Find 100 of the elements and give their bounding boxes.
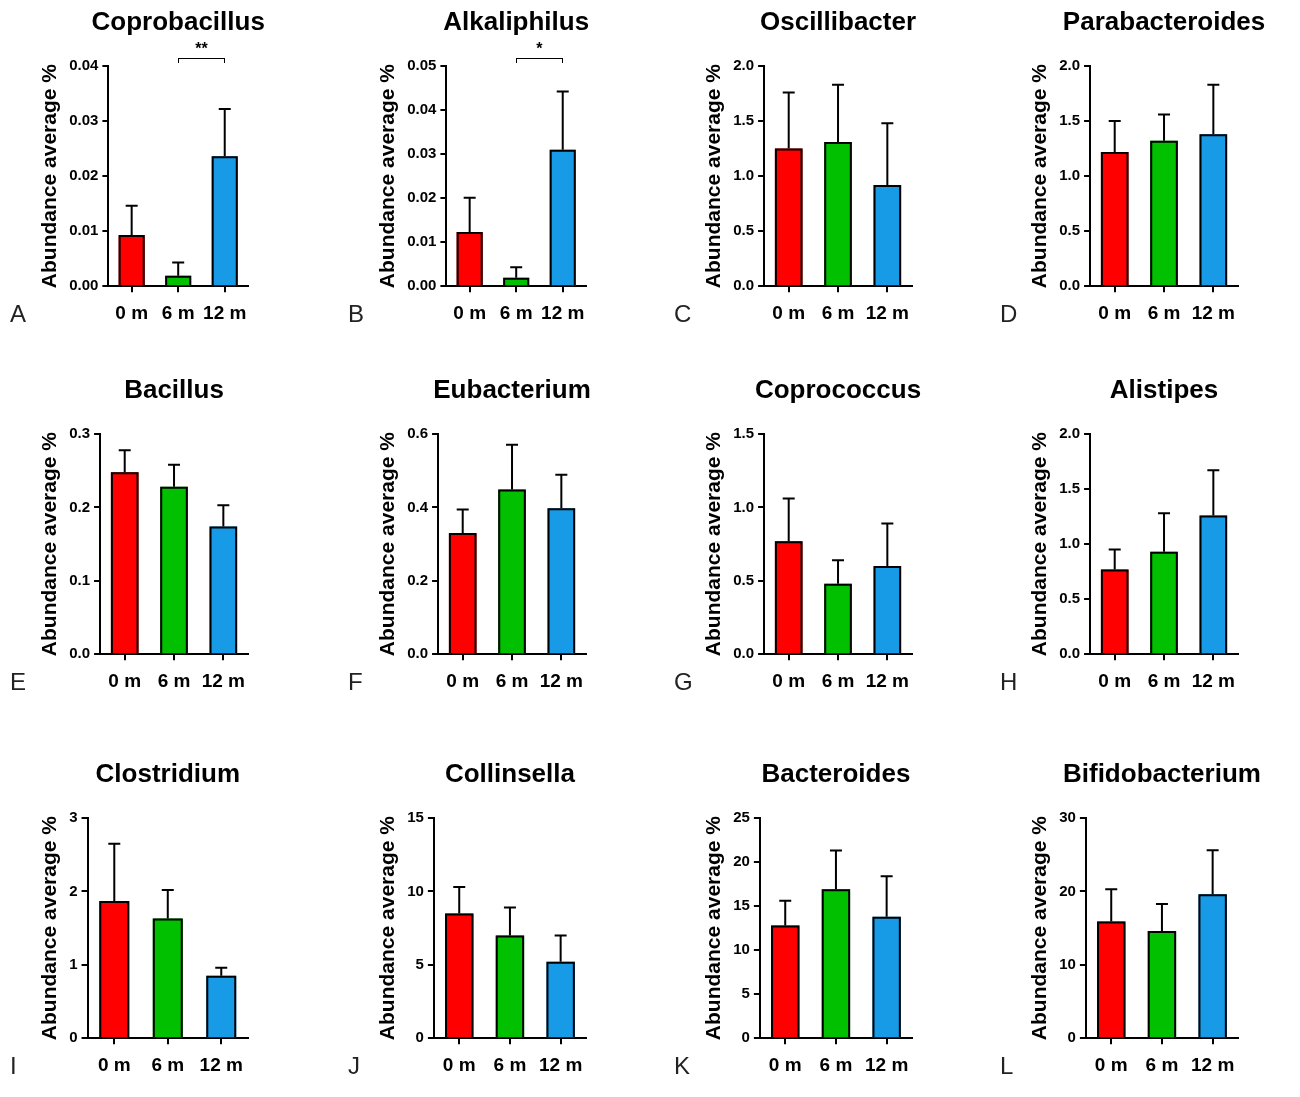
- x-tick-label: 0 m: [772, 669, 806, 691]
- chart-title: Parabacteroides: [1062, 6, 1266, 37]
- y-tick-label: 0.00: [69, 276, 99, 294]
- x-tick-label: 12 m: [1191, 669, 1235, 691]
- y-tick-label: 0.03: [407, 144, 437, 162]
- y-tick-label: 25: [733, 808, 750, 826]
- y-tick-label: 15: [733, 896, 750, 914]
- y-tick-label: 1.0: [1059, 166, 1081, 184]
- y-tick-label: 20: [733, 852, 750, 870]
- y-tick-label: 2.0: [1059, 56, 1081, 74]
- x-tick-label: 6 m: [495, 669, 529, 691]
- x-tick-label: 12 m: [539, 669, 583, 691]
- x-tick-label: 0 m: [108, 669, 142, 691]
- chart-title: Bacteroides: [761, 758, 911, 789]
- y-tick-label: 0.05: [407, 56, 437, 74]
- y-tick-label: 0.0: [733, 276, 755, 294]
- x-tick-label: 0 m: [453, 301, 487, 323]
- y-axis-title: Abundance average %: [1027, 63, 1051, 289]
- text: F: [348, 667, 363, 695]
- chart-title: Coprococcus: [754, 374, 922, 405]
- x-tick-label: 6 m: [1147, 301, 1181, 323]
- y-axis-title: Abundance average %: [375, 63, 399, 289]
- chart-title: Collinsella: [444, 758, 576, 789]
- x-tick-label: 0 m: [442, 1053, 476, 1075]
- text: G: [674, 667, 693, 695]
- x-tick-label: 0 m: [768, 1053, 802, 1075]
- text: B: [348, 299, 365, 327]
- text: **: [195, 40, 209, 58]
- y-tick-label: 0.1: [69, 570, 91, 588]
- y-tick-label: 5: [415, 954, 424, 972]
- y-tick-label: 0.5: [1059, 221, 1081, 239]
- y-tick-label: 0.04: [69, 56, 100, 74]
- y-tick-label: 0.2: [407, 570, 429, 588]
- y-tick-label: 1.0: [733, 497, 755, 515]
- x-tick-label: 12 m: [199, 1053, 243, 1075]
- x-tick-label: 6 m: [493, 1053, 527, 1075]
- x-tick-label: 6 m: [161, 301, 195, 323]
- x-tick-label: 12 m: [864, 1053, 909, 1075]
- x-tick-label: 12 m: [865, 669, 909, 691]
- x-tick-label: 12 m: [203, 301, 247, 323]
- y-tick-label: 0.00: [407, 276, 437, 294]
- x-tick-label: 12 m: [538, 1053, 583, 1075]
- y-tick-label: 0.02: [69, 166, 99, 184]
- y-axis-title: Abundance average %: [701, 431, 725, 657]
- y-tick-label: 1.5: [733, 111, 755, 129]
- x-tick-label: 6 m: [1147, 669, 1181, 691]
- x-tick-label: 12 m: [865, 301, 909, 323]
- text: H: [1000, 667, 1018, 695]
- y-tick-label: 2.0: [1059, 424, 1081, 442]
- x-tick-label: 6 m: [151, 1053, 185, 1075]
- text: E: [10, 667, 27, 695]
- chart-title: Clostridium: [95, 758, 240, 789]
- y-tick-label: 1.5: [733, 424, 755, 442]
- x-tick-label: 0 m: [772, 301, 806, 323]
- x-tick-label: 0 m: [1098, 669, 1132, 691]
- y-axis-title: Abundance average %: [701, 815, 725, 1041]
- y-tick-label: 15: [407, 808, 424, 826]
- x-tick-label: 6 m: [821, 669, 855, 691]
- y-tick-label: 20: [1059, 881, 1076, 899]
- y-axis-title: Abundance average %: [37, 815, 61, 1041]
- chart-title: Bacillus: [124, 374, 224, 405]
- x-tick-label: 6 m: [499, 301, 533, 323]
- x-tick-label: 0 m: [115, 301, 149, 323]
- text: J: [348, 1051, 360, 1079]
- y-tick-label: 0.0: [1059, 644, 1081, 662]
- chart-title: Eubacterium: [433, 374, 591, 405]
- y-tick-label: 0.5: [1059, 589, 1081, 607]
- y-tick-label: 0.0: [69, 644, 91, 662]
- y-tick-label: 0.3: [69, 424, 91, 442]
- y-tick-label: 0.02: [407, 188, 437, 206]
- y-tick-label: 10: [1059, 954, 1076, 972]
- y-tick-label: 30: [1059, 808, 1076, 826]
- chart-title: Coprobacillus: [91, 6, 265, 37]
- text: L: [1000, 1051, 1014, 1079]
- y-tick-label: 0.4: [407, 497, 429, 515]
- text: A: [10, 299, 27, 327]
- x-tick-label: 12 m: [541, 301, 585, 323]
- y-axis-title: Abundance average %: [37, 431, 61, 657]
- x-tick-label: 0 m: [1098, 301, 1132, 323]
- x-tick-label: 12 m: [201, 669, 245, 691]
- text: C: [674, 299, 692, 327]
- y-tick-label: 0: [1067, 1028, 1076, 1046]
- x-tick-label: 6 m: [1145, 1053, 1179, 1075]
- y-tick-label: 0.6: [407, 424, 429, 442]
- y-tick-label: 0.5: [733, 221, 755, 239]
- chart-title: Alkaliphilus: [443, 6, 590, 37]
- y-tick-label: 0.0: [407, 644, 429, 662]
- text: D: [1000, 299, 1018, 327]
- y-tick-label: 0.03: [69, 111, 99, 129]
- y-tick-label: 0: [69, 1028, 78, 1046]
- text: K: [674, 1051, 691, 1079]
- text: *: [536, 40, 544, 58]
- y-tick-label: 1: [69, 954, 78, 972]
- chart-title: Oscillibacter: [759, 6, 917, 37]
- y-tick-label: 2.0: [733, 56, 755, 74]
- y-tick-label: 0.01: [69, 221, 99, 239]
- x-tick-label: 0 m: [97, 1053, 131, 1075]
- y-tick-label: 0.0: [733, 644, 755, 662]
- x-tick-label: 0 m: [446, 669, 480, 691]
- x-tick-label: 6 m: [157, 669, 191, 691]
